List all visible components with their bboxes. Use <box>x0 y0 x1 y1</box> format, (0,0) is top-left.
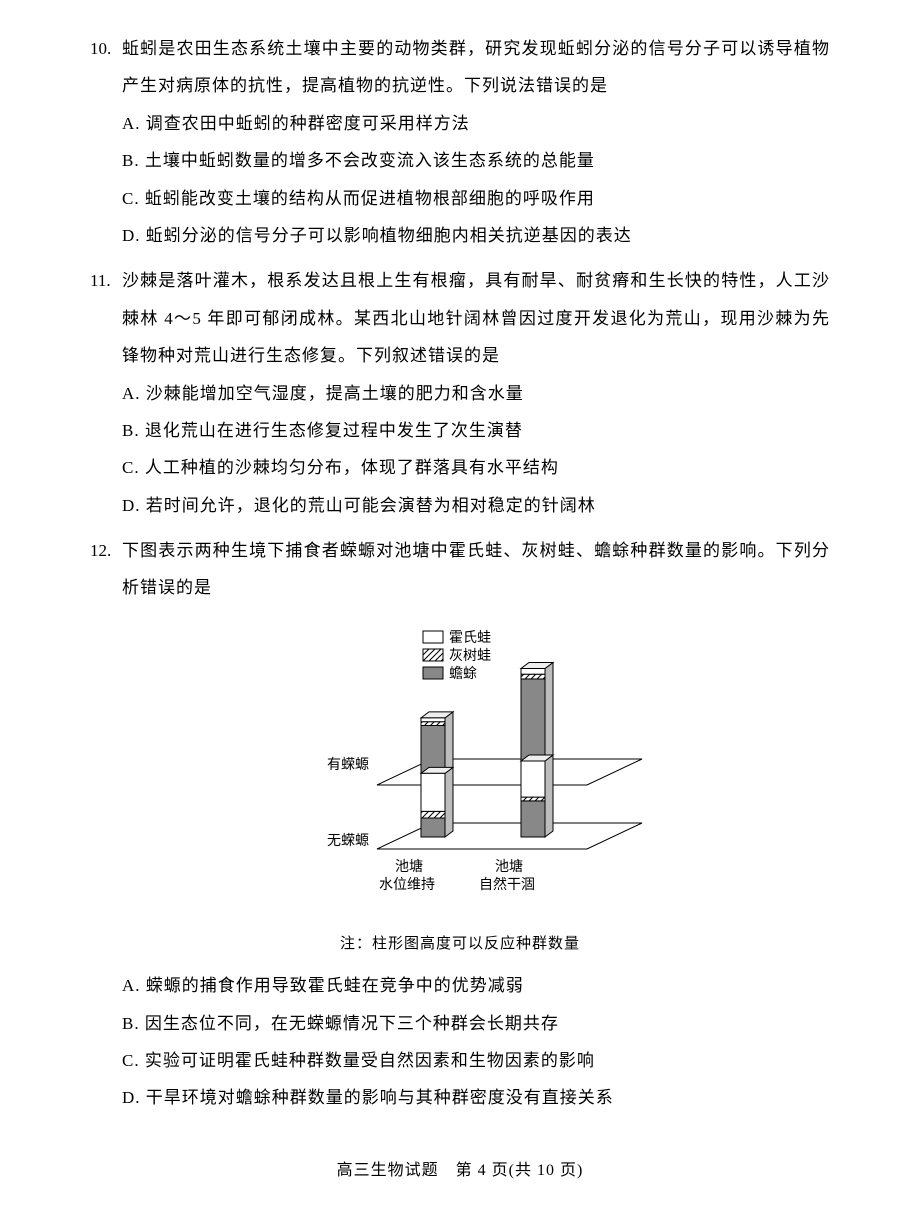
bar-chart-3d: 霍氏蛙灰树蛙蟾蜍有蝾螈无蝾螈池塘 池塘水位维持 自然干涸 <box>275 617 645 907</box>
q11-option-b: B. 退化荒山在进行生态修复过程中发生了次生演替 <box>122 412 830 449</box>
svg-text:蟾蜍: 蟾蜍 <box>449 666 477 682</box>
q10-option-a: A. 调查农田中蚯蚓的种群密度可采用样方法 <box>122 105 830 142</box>
question-11: 11. 沙棘是落叶灌木，根系发达且根上生有根瘤，具有耐旱、耐贫瘠和生长快的特性，… <box>90 262 830 524</box>
q12-text: 下图表示两种生境下捕食者蝾螈对池塘中霍氏蛙、灰树蛙、蟾蜍种群数量的影响。下列分析… <box>122 532 830 607</box>
q12-options: A. 蝾螈的捕食作用导致霍氏蛙在竞争中的优势减弱 B. 因生态位不同，在无蝾螈情… <box>90 967 830 1117</box>
svg-text:水位维持: 水位维持 <box>379 877 435 893</box>
q12-option-b: B. 因生态位不同，在无蝾螈情况下三个种群会长期共存 <box>122 1005 830 1042</box>
question-10: 10. 蚯蚓是农田生态系统土壤中主要的动物类群，研究发现蚯蚓分泌的信号分子可以诱… <box>90 30 830 254</box>
question-11-stem: 11. 沙棘是落叶灌木，根系发达且根上生有根瘤，具有耐旱、耐贫瘠和生长快的特性，… <box>90 262 830 374</box>
q11-option-a: A. 沙棘能增加空气湿度，提高土壤的肥力和含水量 <box>122 375 830 412</box>
q11-text: 沙棘是落叶灌木，根系发达且根上生有根瘤，具有耐旱、耐贫瘠和生长快的特性，人工沙棘… <box>122 262 830 374</box>
svg-text:自然干涸: 自然干涸 <box>479 876 535 893</box>
q10-number: 10. <box>90 30 122 67</box>
q11-option-c: C. 人工种植的沙棘均匀分布，体现了群落具有水平结构 <box>122 449 830 486</box>
q10-text: 蚯蚓是农田生态系统土壤中主要的动物类群，研究发现蚯蚓分泌的信号分子可以诱导植物产… <box>122 30 830 105</box>
svg-text:霍氏蛙: 霍氏蛙 <box>449 630 491 646</box>
svg-text:无蝾螈: 无蝾螈 <box>327 833 369 849</box>
q11-number: 11. <box>90 262 122 299</box>
question-12: 12. 下图表示两种生境下捕食者蝾螈对池塘中霍氏蛙、灰树蛙、蟾蜍种群数量的影响。… <box>90 532 830 1117</box>
chart-container: 霍氏蛙灰树蛙蟾蜍有蝾螈无蝾螈池塘 池塘水位维持 自然干涸 <box>90 617 830 920</box>
q12-option-d: D. 干旱环境对蟾蜍种群数量的影响与其种群密度没有直接关系 <box>122 1079 830 1116</box>
q11-options: A. 沙棘能增加空气湿度，提高土壤的肥力和含水量 B. 退化荒山在进行生态修复过… <box>90 375 830 525</box>
question-10-stem: 10. 蚯蚓是农田生态系统土壤中主要的动物类群，研究发现蚯蚓分泌的信号分子可以诱… <box>90 30 830 105</box>
chart-caption: 注：柱形图高度可以反应种群数量 <box>90 928 830 961</box>
q10-option-c: C. 蚯蚓能改变土壤的结构从而促进植物根部细胞的呼吸作用 <box>122 180 830 217</box>
svg-text:池塘: 池塘 <box>495 859 523 875</box>
q12-number: 12. <box>90 532 122 569</box>
q11-option-d: D. 若时间允许，退化的荒山可能会演替为相对稳定的针阔林 <box>122 487 830 524</box>
q10-option-b: B. 土壤中蚯蚓数量的增多不会改变流入该生态系统的总能量 <box>122 142 830 179</box>
svg-text:池塘: 池塘 <box>395 859 423 875</box>
page-footer: 高三生物试题 第 4 页(共 10 页) <box>0 1153 920 1188</box>
question-12-stem: 12. 下图表示两种生境下捕食者蝾螈对池塘中霍氏蛙、灰树蛙、蟾蜍种群数量的影响。… <box>90 532 830 607</box>
svg-text:有蝾螈: 有蝾螈 <box>327 757 369 773</box>
q10-options: A. 调查农田中蚯蚓的种群密度可采用样方法 B. 土壤中蚯蚓数量的增多不会改变流… <box>90 105 830 255</box>
q12-option-a: A. 蝾螈的捕食作用导致霍氏蛙在竞争中的优势减弱 <box>122 967 830 1004</box>
q10-option-d: D. 蚯蚓分泌的信号分子可以影响植物细胞内相关抗逆基因的表达 <box>122 217 830 254</box>
svg-text:灰树蛙: 灰树蛙 <box>449 648 491 664</box>
q12-option-c: C. 实验可证明霍氏蛙种群数量受自然因素和生物因素的影响 <box>122 1042 830 1079</box>
